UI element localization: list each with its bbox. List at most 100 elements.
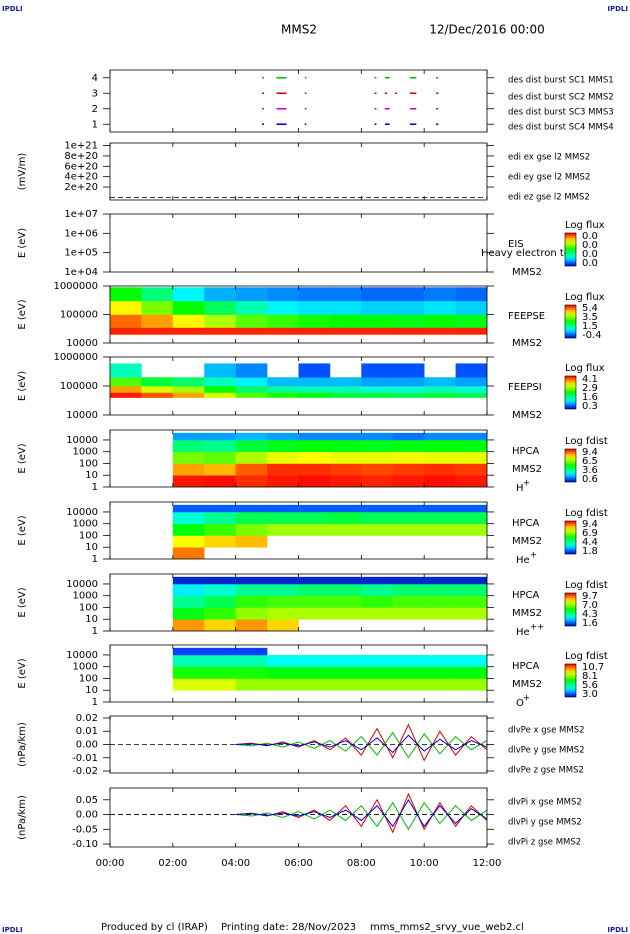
spectrogram-cell bbox=[204, 377, 236, 387]
panel-data bbox=[172, 432, 487, 487]
spectrogram-cell bbox=[235, 432, 268, 441]
spectrogram-cell bbox=[267, 327, 299, 335]
y-tick-label: 10000 bbox=[66, 507, 98, 518]
spectrogram-cell bbox=[392, 583, 425, 597]
spectrogram-cell bbox=[455, 439, 487, 453]
probe-label: MMS2 bbox=[512, 267, 542, 278]
spectrogram-cell bbox=[392, 451, 425, 464]
spectrogram-cell bbox=[267, 504, 299, 513]
spectrogram-cell bbox=[298, 504, 331, 513]
species-label: He bbox=[516, 555, 530, 566]
plot-title: MMS2 bbox=[281, 23, 317, 37]
probe-label: MMS2 bbox=[512, 536, 542, 547]
spectrogram-cell bbox=[235, 647, 268, 656]
spectrogram-cell bbox=[204, 363, 236, 378]
spectrogram-cell bbox=[235, 504, 268, 513]
spectrogram-cell bbox=[329, 377, 362, 387]
spectrogram-cell bbox=[141, 327, 174, 335]
spectrogram-cell bbox=[329, 607, 362, 620]
spectrogram-cell bbox=[329, 666, 362, 679]
colorbar-tick-label: 0.0 bbox=[582, 258, 598, 269]
colorbar-tick-label: 7.0 bbox=[582, 600, 598, 611]
corner-tag: IPDLI bbox=[2, 5, 23, 13]
y-tick-label: 2e+20 bbox=[64, 182, 98, 193]
y-axis-label: E (eV) bbox=[17, 587, 28, 617]
series-line bbox=[235, 731, 487, 759]
y-tick-label: 1000 bbox=[73, 519, 98, 530]
spectrogram-cell bbox=[392, 432, 425, 441]
panel-data bbox=[110, 363, 487, 398]
legend-entry: edi ey gse l2 MMS2 bbox=[508, 173, 590, 183]
spectrogram-cell bbox=[424, 287, 456, 302]
spectrogram-cell bbox=[392, 386, 425, 393]
corner-tag: IPDLI bbox=[607, 926, 628, 934]
spectrogram-cell bbox=[329, 392, 362, 398]
probe-label: MMS2 bbox=[512, 679, 542, 690]
instrument-label: FEEPSI bbox=[508, 382, 542, 393]
spectrogram-cell bbox=[172, 654, 205, 668]
y-tick-label: 0.00 bbox=[76, 810, 98, 821]
spectrogram-cell bbox=[267, 595, 299, 608]
spectrogram-cell bbox=[172, 463, 205, 476]
spectrogram-cell bbox=[204, 432, 236, 441]
burst-interval bbox=[262, 92, 264, 95]
spectrogram-cell bbox=[110, 363, 142, 378]
x-tick-label: 02:00 bbox=[158, 858, 187, 869]
panel-data bbox=[172, 576, 487, 631]
colorbar-tick-label: 0.0 bbox=[582, 240, 598, 251]
panel-data bbox=[110, 792, 487, 834]
spectrogram-cell bbox=[235, 595, 268, 608]
x-tick-label: 00:00 bbox=[96, 858, 125, 869]
spectrogram-cell bbox=[235, 666, 268, 679]
spectrogram-cell bbox=[298, 300, 331, 315]
y-tick-label: 100 bbox=[79, 602, 98, 613]
species-label: H bbox=[516, 483, 524, 494]
spectrogram-cell bbox=[361, 300, 394, 315]
spectrogram-cell bbox=[392, 511, 425, 525]
spectrogram-cell bbox=[172, 595, 205, 608]
burst-interval bbox=[304, 76, 307, 79]
spectrogram-cell bbox=[329, 439, 362, 453]
spectrogram-cell bbox=[235, 327, 268, 335]
colorbar bbox=[564, 375, 577, 410]
legend-entry: des dist burst SC4 MMS4 bbox=[508, 123, 614, 133]
panel-frame bbox=[109, 213, 488, 273]
colorbar-tick-label: 0.0 bbox=[582, 231, 598, 242]
spectrogram-cell bbox=[392, 607, 425, 620]
spectrogram-cell bbox=[298, 386, 331, 393]
spectrogram-cell bbox=[172, 504, 205, 513]
legend-entry: edi ex gse l2 MMS2 bbox=[508, 153, 590, 163]
y-axis-label: (mV/m) bbox=[17, 153, 28, 191]
spectrogram-cell bbox=[172, 314, 205, 328]
spectrogram-cell bbox=[329, 504, 362, 513]
spectrogram-cell bbox=[172, 287, 205, 302]
spectrogram-cell bbox=[110, 327, 142, 335]
burst-interval bbox=[410, 92, 417, 95]
spectrogram-cell bbox=[361, 666, 394, 679]
spectrogram-cell bbox=[392, 314, 425, 328]
spectrogram-cell bbox=[141, 300, 174, 315]
panel-frame bbox=[109, 69, 488, 133]
y-tick-label: 1000000 bbox=[53, 281, 98, 292]
spectrogram-cell bbox=[172, 678, 205, 691]
spectrogram-cell bbox=[141, 287, 174, 302]
instrument-label: FEEPSE bbox=[508, 311, 545, 322]
panel-frame bbox=[109, 142, 488, 201]
spectrogram-cell bbox=[267, 619, 299, 631]
burst-interval bbox=[384, 123, 390, 126]
spectrogram-cell bbox=[235, 363, 268, 378]
y-tick-label: 1e+04 bbox=[64, 267, 98, 278]
spectrogram-cell bbox=[392, 576, 425, 585]
y-tick-label: 100000 bbox=[60, 310, 98, 321]
spectrogram-cell bbox=[455, 475, 487, 487]
colorbar-tick-label: 0.6 bbox=[582, 474, 598, 485]
burst-interval bbox=[436, 76, 439, 79]
burst-interval bbox=[436, 123, 439, 126]
panel-data bbox=[110, 287, 487, 335]
spectrogram-cell bbox=[392, 363, 425, 378]
y-tick-label: 1000 bbox=[73, 447, 98, 458]
spectrogram-cell bbox=[235, 576, 268, 585]
y-tick-label: 1e+06 bbox=[64, 228, 98, 239]
spectrogram-cell bbox=[204, 647, 236, 656]
spectrogram-cell bbox=[267, 463, 299, 476]
